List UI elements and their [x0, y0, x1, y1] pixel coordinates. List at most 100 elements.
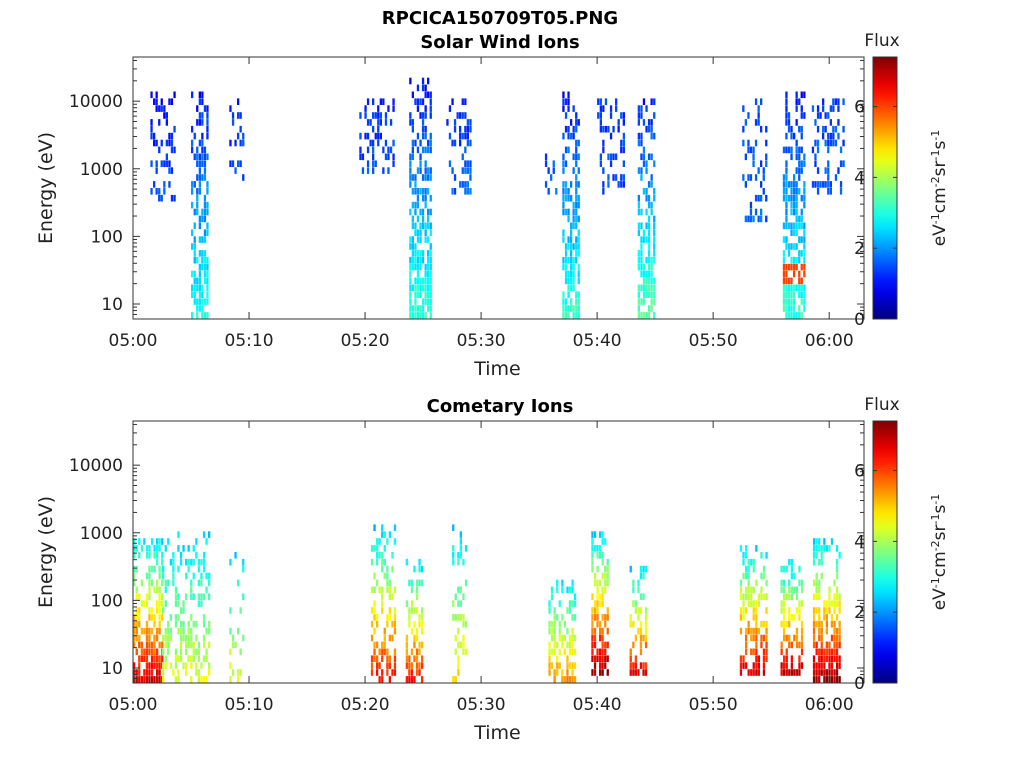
- flux-cell: [198, 222, 201, 230]
- flux-cell: [639, 627, 643, 635]
- flux-cell: [381, 607, 384, 614]
- flux-cell: [567, 270, 570, 278]
- flux-cell: [382, 167, 385, 174]
- flux-cell: [393, 627, 397, 635]
- flux-cell: [203, 263, 207, 271]
- flux-cell: [416, 188, 420, 195]
- flux-cell: [642, 298, 646, 305]
- flux-cell: [760, 572, 763, 580]
- flux-cell: [391, 634, 394, 642]
- flux-cell: [192, 620, 195, 628]
- flux-cell: [427, 284, 430, 292]
- flux-cell: [206, 284, 209, 292]
- flux-cell: [411, 146, 414, 154]
- flux-cell: [359, 132, 362, 140]
- flux-cell: [464, 181, 467, 188]
- flux-cell: [591, 558, 594, 566]
- flux-cell: [785, 277, 788, 285]
- flux-cell: [647, 305, 651, 312]
- burst-3: [370, 524, 397, 683]
- flux-cell: [164, 600, 167, 607]
- flux-cell: [373, 655, 376, 662]
- flux-cell: [790, 655, 793, 662]
- flux-cell: [825, 620, 828, 628]
- flux-cell: [765, 620, 768, 628]
- flux-cell: [567, 312, 570, 319]
- x-tick-label: 05:30: [457, 331, 506, 351]
- flux-cell: [378, 552, 381, 559]
- flux-cell: [198, 181, 201, 188]
- flux-cell: [164, 627, 167, 635]
- flux-cell: [780, 586, 783, 594]
- flux-cell: [429, 105, 432, 112]
- flux-cell: [562, 105, 565, 112]
- flux-cell: [206, 105, 209, 112]
- flux-cell: [562, 312, 565, 319]
- unit-base: cm: [930, 551, 950, 577]
- flux-cell: [647, 277, 651, 285]
- flux-cell: [785, 201, 788, 209]
- flux-cell: [190, 579, 193, 587]
- flux-cell: [419, 263, 422, 271]
- flux-cell: [185, 641, 188, 649]
- flux-cell: [562, 132, 565, 140]
- colorbar-tick-label: 6: [854, 98, 865, 118]
- flux-cell: [760, 586, 763, 594]
- flux-cell: [148, 593, 151, 600]
- flux-cell: [177, 614, 180, 621]
- flux-cell: [742, 572, 745, 580]
- flux-cell: [177, 565, 180, 573]
- flux-cell: [800, 291, 803, 298]
- flux-cell: [637, 201, 640, 209]
- flux-cell: [386, 620, 389, 628]
- flux-cell: [650, 263, 653, 271]
- flux-cell: [601, 627, 604, 635]
- flux-cell: [653, 236, 656, 243]
- flux-cell: [818, 593, 821, 600]
- flux-cell: [570, 222, 573, 230]
- flux-cell: [818, 669, 821, 676]
- flux-cell: [815, 607, 818, 614]
- flux-cell: [206, 277, 209, 285]
- flux-cell: [161, 600, 164, 607]
- burst-8: [629, 565, 648, 676]
- flux-cell: [206, 222, 209, 230]
- flux-cell: [155, 91, 158, 99]
- flux-cell: [393, 607, 397, 614]
- flux-cell: [833, 607, 836, 614]
- flux-cell: [812, 662, 816, 669]
- flux-cell: [564, 160, 568, 167]
- flux-cell: [650, 98, 653, 105]
- flux-cell: [650, 256, 653, 264]
- flux-cell: [647, 243, 651, 250]
- flux-cell: [829, 139, 832, 147]
- flux-cell: [642, 669, 645, 676]
- flux-cell: [640, 139, 643, 147]
- flux-cell: [572, 284, 575, 292]
- flux-cell: [135, 648, 138, 656]
- flux-cell: [174, 600, 178, 607]
- flux-cell: [755, 648, 758, 656]
- flux-cell: [798, 607, 801, 614]
- flux-cell: [800, 312, 803, 319]
- flux-cell: [148, 579, 151, 587]
- flux-cell: [203, 298, 207, 305]
- flux-cell: [765, 634, 768, 642]
- flux-cell: [803, 243, 806, 250]
- flux-cell: [783, 600, 786, 607]
- flux-cell: [429, 263, 432, 271]
- flux-cell: [424, 277, 427, 285]
- x-tick-label: 06:00: [805, 331, 854, 351]
- flux-cell: [429, 91, 432, 99]
- flux-cell: [553, 648, 556, 656]
- flux-cell: [198, 160, 201, 167]
- flux-cell: [617, 181, 620, 188]
- flux-cell: [405, 648, 408, 656]
- flux-cell: [790, 558, 793, 566]
- flux-cell: [762, 620, 766, 628]
- flux-cell: [383, 558, 386, 566]
- y-axis-label: Energy (eV): [35, 496, 57, 608]
- flux-cell: [787, 194, 791, 202]
- flux-cell: [451, 167, 454, 174]
- flux-cell: [645, 188, 648, 195]
